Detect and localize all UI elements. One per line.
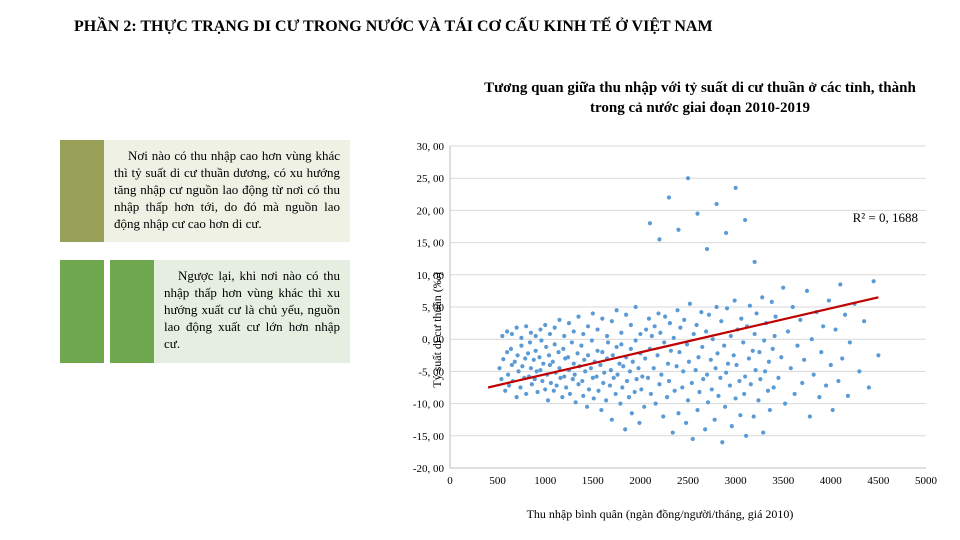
left-text-column: Nơi nào có thu nhập cao hơn vùng khác th… [60,140,350,381]
svg-text:3000: 3000 [725,475,748,487]
para-2: Ngược lại, khi nơi nào có thu nhập thấp … [154,260,350,362]
svg-text:0: 0 [447,475,453,487]
svg-text:2500: 2500 [677,475,700,487]
color-swatch-green-b [110,260,154,362]
svg-text:5000: 5000 [915,475,938,487]
svg-text:-20, 00: -20, 00 [413,463,445,475]
chart-title: Tương quan giữa thu nhập với tỷ suất di … [470,78,930,119]
svg-text:4500: 4500 [867,475,890,487]
svg-text:500: 500 [489,475,506,487]
info-block-2: Ngược lại, khi nơi nào có thu nhập thấp … [60,260,350,362]
svg-text:1000: 1000 [534,475,557,487]
svg-text:30, 00: 30, 00 [417,141,445,153]
svg-text:3500: 3500 [772,475,795,487]
para-1: Nơi nào có thu nhập cao hơn vùng khác th… [104,140,350,242]
page-title: PHẦN 2: THỰC TRẠNG DI CƯ TRONG NƯỚC VÀ T… [74,18,713,36]
chart-svg: -20, 00-15, 00-10, 00-5, 000, 005, 0010,… [382,140,938,500]
svg-text:20, 00: 20, 00 [417,205,445,217]
color-swatch-olive [60,140,104,242]
svg-text:2000: 2000 [629,475,652,487]
r-squared-label: R² = 0, 1688 [853,210,918,226]
color-swatch-green-a [60,260,104,362]
svg-text:1500: 1500 [582,475,605,487]
info-block-1: Nơi nào có thu nhập cao hơn vùng khác th… [60,140,350,242]
x-axis-label: Thu nhập bình quân (ngàn đồng/người/thán… [382,507,938,522]
svg-text:15, 00: 15, 00 [417,238,445,250]
svg-text:25, 00: 25, 00 [417,173,445,185]
scatter-chart: Tỷ suất di cư thuần (‰) R² = 0, 1688 -20… [382,140,938,520]
svg-text:-15, 00: -15, 00 [413,431,445,443]
svg-text:-10, 00: -10, 00 [413,399,445,411]
svg-text:4000: 4000 [820,475,843,487]
y-axis-label: Tỷ suất di cư thuần (‰) [430,272,445,387]
